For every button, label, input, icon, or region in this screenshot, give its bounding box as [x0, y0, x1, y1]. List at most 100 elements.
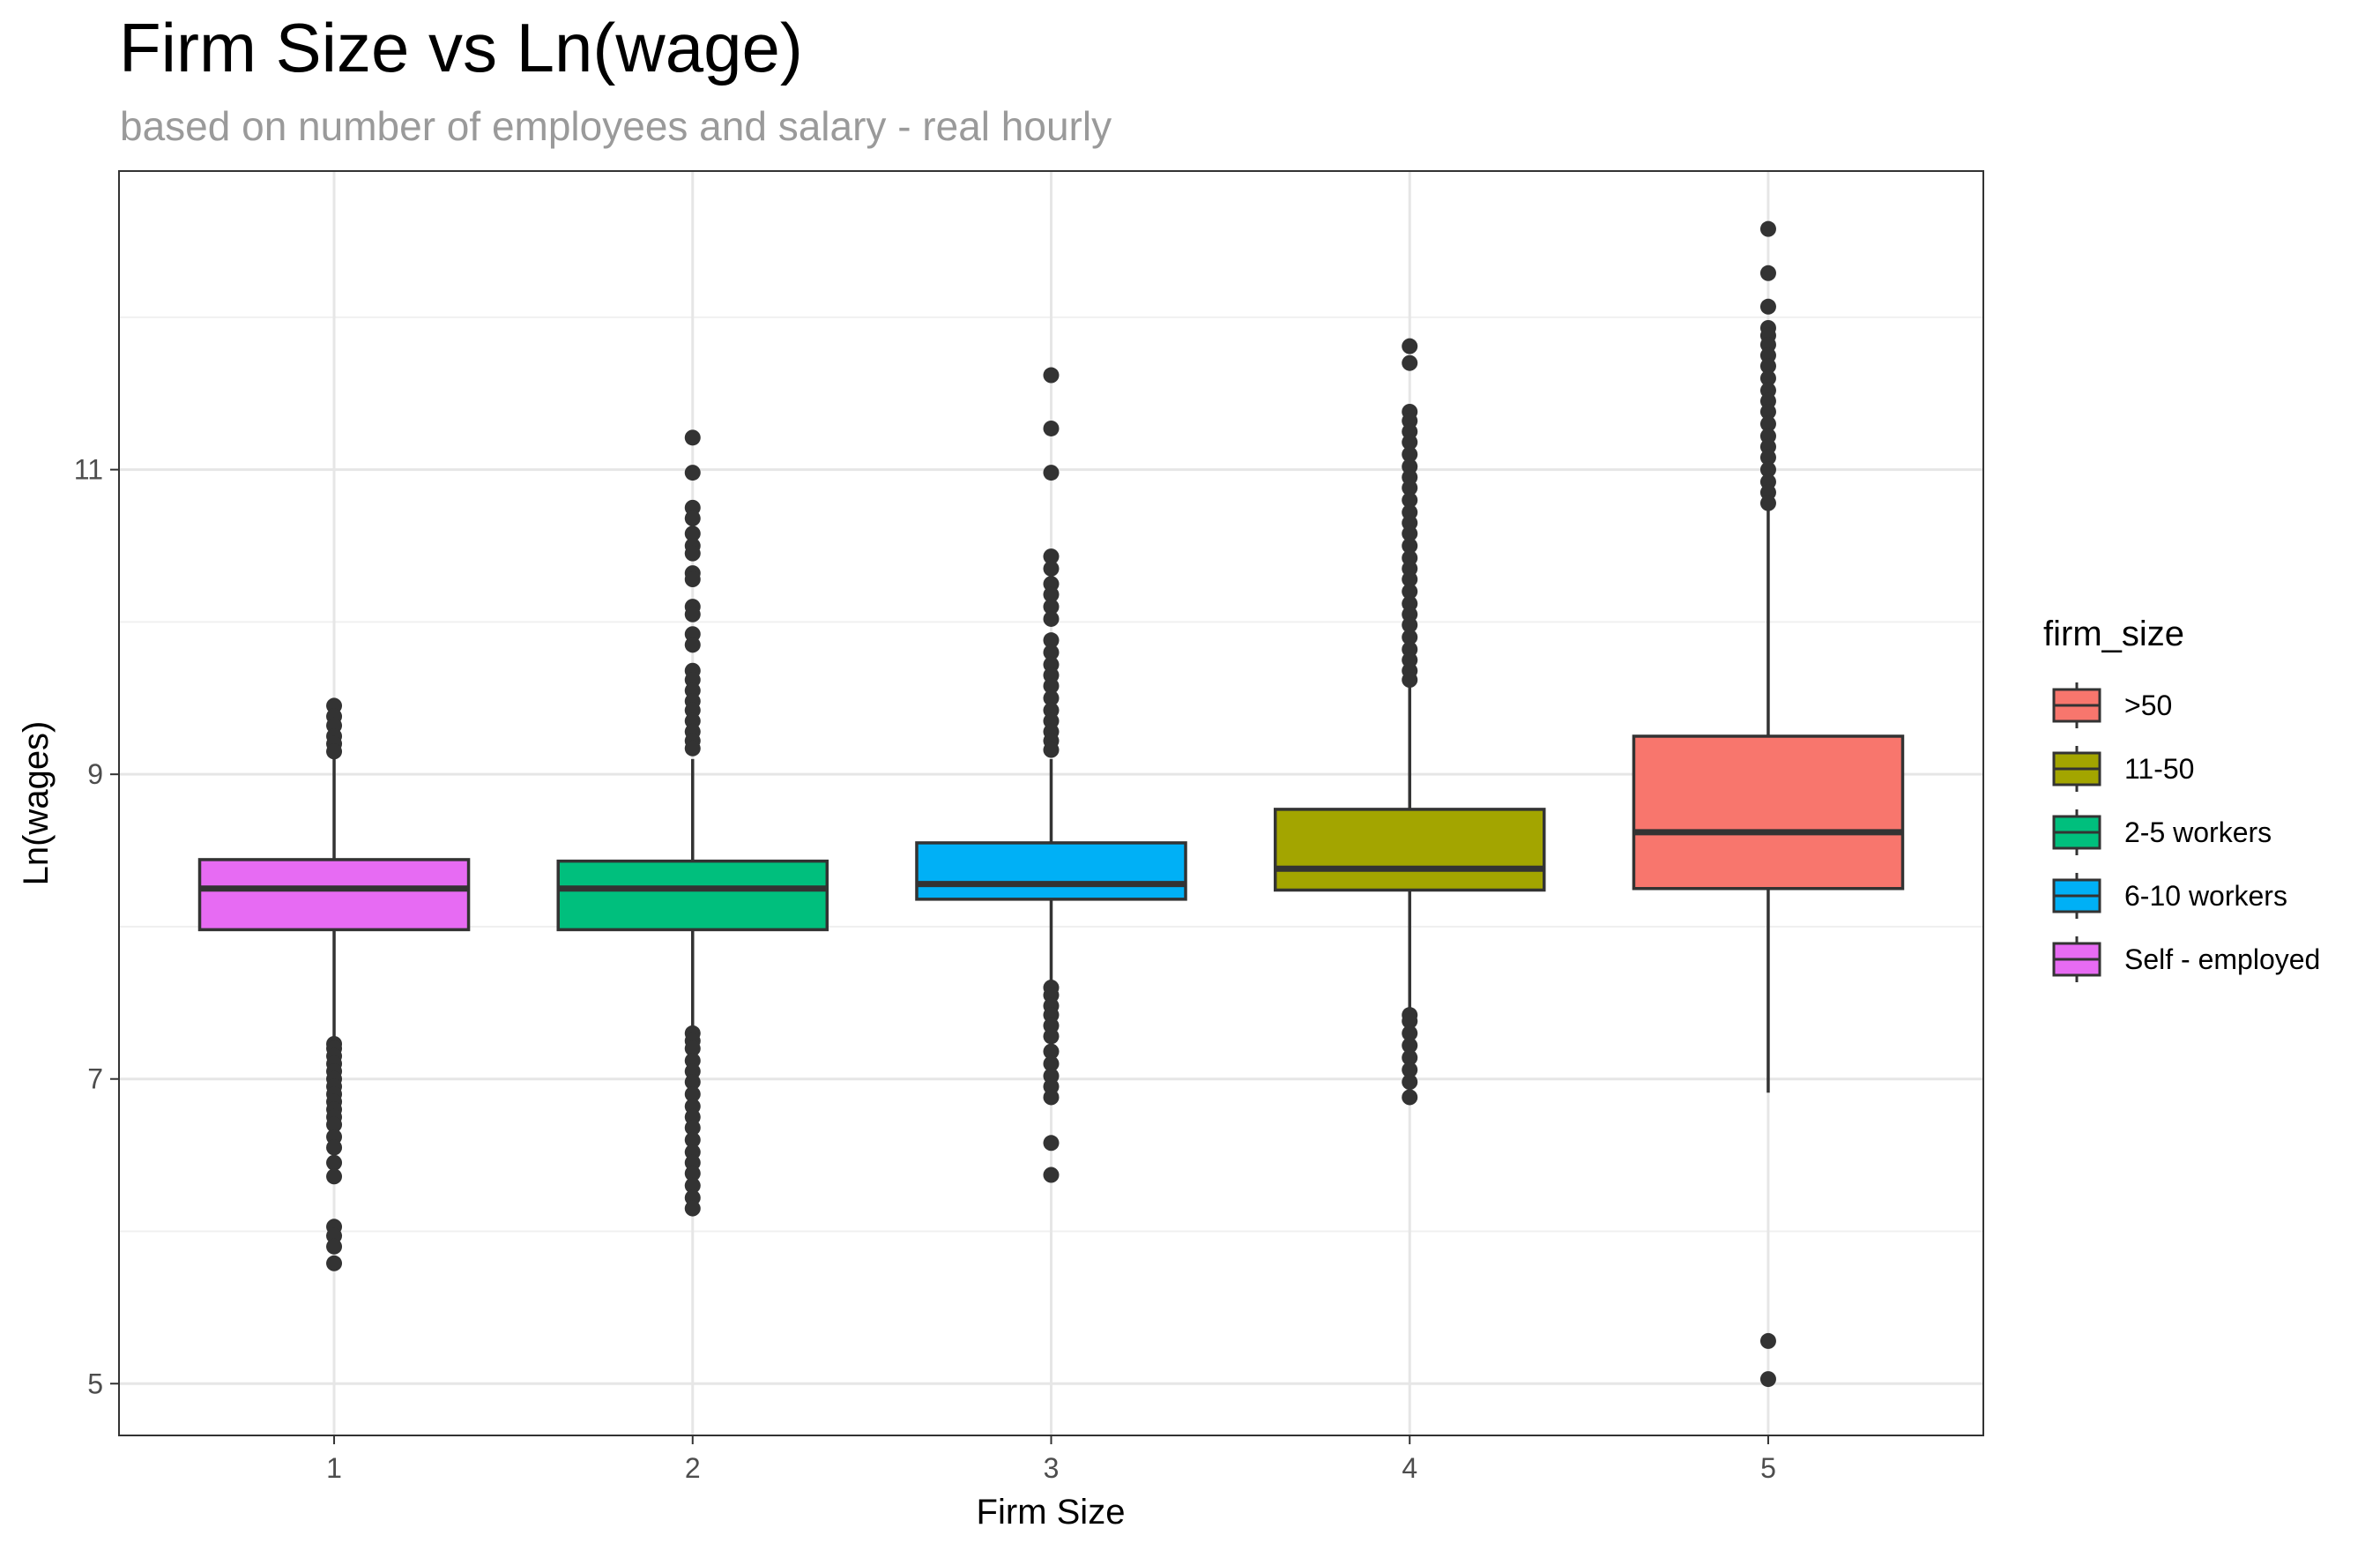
box-group-4	[1273, 338, 1546, 1106]
outlier-point	[326, 1238, 343, 1255]
outlier-point	[1402, 1089, 1418, 1106]
outlier-point	[1402, 526, 1418, 542]
outlier-point	[1043, 1043, 1060, 1060]
box-group-2	[556, 429, 829, 1217]
outlier-point	[684, 465, 701, 481]
outlier-point	[684, 1085, 701, 1102]
outlier-point	[1402, 338, 1418, 354]
outlier-point	[684, 1177, 701, 1194]
outlier-point	[684, 429, 701, 446]
outlier-point	[326, 1255, 343, 1271]
outlier-point	[326, 1168, 343, 1185]
outlier-point	[1759, 495, 1776, 511]
legend: firm_size >50 11-50 2-5 workers 6-10 worker…	[2043, 615, 2320, 982]
box-iqr	[556, 859, 829, 932]
outlier-point	[1759, 415, 1776, 432]
outlier-point	[1402, 1037, 1418, 1054]
outlier-point	[1043, 1089, 1060, 1106]
outlier-point	[1759, 1332, 1776, 1349]
outlier-point	[1402, 480, 1418, 496]
x-tick-label: 2	[685, 1452, 701, 1484]
outlier-point	[684, 1165, 701, 1181]
legend-item: >50	[2052, 682, 2172, 728]
outlier-point	[684, 526, 701, 542]
outlier-point	[1402, 434, 1418, 451]
outlier-point	[1043, 1055, 1060, 1072]
outlier-point	[1043, 742, 1060, 758]
outlier-point	[684, 1131, 701, 1148]
outlier-point	[1043, 1167, 1060, 1183]
outlier-point	[1043, 465, 1060, 481]
legend-label: >50	[2124, 690, 2172, 721]
y-tick-label: 9	[87, 758, 103, 790]
outlier-point	[1043, 644, 1060, 660]
outlier-point	[1759, 220, 1776, 237]
box-layer	[197, 220, 1905, 1388]
outlier-point	[1402, 1013, 1418, 1030]
x-tick-label: 5	[1760, 1452, 1776, 1484]
outlier-point	[1043, 1028, 1060, 1045]
outlier-point	[684, 1120, 701, 1137]
box-group-3	[915, 367, 1187, 1183]
y-tick-label: 5	[87, 1368, 103, 1399]
box-group-5	[1632, 220, 1905, 1388]
outlier-point	[1402, 1074, 1418, 1091]
outlier-point	[1759, 1371, 1776, 1388]
box-iqr	[1273, 808, 1546, 892]
x-tick-label: 1	[326, 1452, 342, 1484]
outlier-point	[1402, 629, 1418, 645]
legend-title: firm_size	[2043, 615, 2184, 653]
outlier-point	[1402, 1025, 1418, 1041]
outlier-point	[1402, 583, 1418, 600]
outlier-point	[684, 740, 701, 757]
x-tick-label: 3	[1044, 1452, 1060, 1484]
legend-label: 6-10 workers	[2124, 880, 2287, 912]
outlier-point	[1759, 449, 1776, 466]
outlier-point	[684, 1074, 701, 1091]
outlier-point	[1043, 560, 1060, 577]
legend-item: 2-5 workers	[2052, 809, 2272, 855]
legend-label: Self - employed	[2124, 943, 2320, 975]
x-tick-label: 4	[1402, 1452, 1417, 1484]
outlier-point	[1402, 1049, 1418, 1066]
outlier-point	[684, 510, 701, 526]
legend-label: 2-5 workers	[2124, 816, 2272, 848]
outlier-point	[1043, 586, 1060, 603]
outlier-point	[1402, 672, 1418, 689]
outlier-point	[1402, 571, 1418, 588]
outlier-point	[1402, 354, 1418, 371]
y-tick-label: 7	[87, 1063, 103, 1095]
outlier-point	[326, 743, 343, 760]
outlier-point	[684, 1040, 701, 1057]
outlier-point	[1043, 677, 1060, 694]
outlier-point	[1759, 403, 1776, 420]
box-iqr	[197, 858, 471, 932]
outlier-point	[1402, 538, 1418, 555]
outlier-point	[1402, 492, 1418, 509]
outlier-point	[1043, 690, 1060, 706]
outlier-point	[326, 1116, 343, 1133]
legend-item: 11-50	[2052, 746, 2194, 792]
outlier-point	[1402, 1062, 1418, 1078]
box-group-1	[197, 697, 471, 1271]
outlier-point	[684, 606, 701, 622]
outlier-point	[1043, 599, 1060, 615]
outlier-point	[326, 1154, 343, 1171]
y-axis-title: Ln(wages)	[17, 721, 56, 886]
outlier-point	[1043, 367, 1060, 384]
outlier-point	[1043, 632, 1060, 649]
outlier-point	[684, 545, 701, 562]
outlier-point	[1759, 358, 1776, 375]
outlier-point	[1402, 616, 1418, 633]
outlier-point	[326, 1139, 343, 1156]
y-tick-label: 11	[74, 454, 103, 486]
box-iqr	[1632, 734, 1905, 891]
chart-title: Firm Size vs Ln(wage)	[119, 9, 803, 86]
legend-item: 6-10 workers	[2052, 873, 2287, 919]
legend-label: 11-50	[2124, 753, 2194, 785]
outlier-point	[684, 1200, 701, 1217]
x-axis-title: Firm Size	[977, 1493, 1126, 1532]
outlier-point	[1759, 461, 1776, 478]
